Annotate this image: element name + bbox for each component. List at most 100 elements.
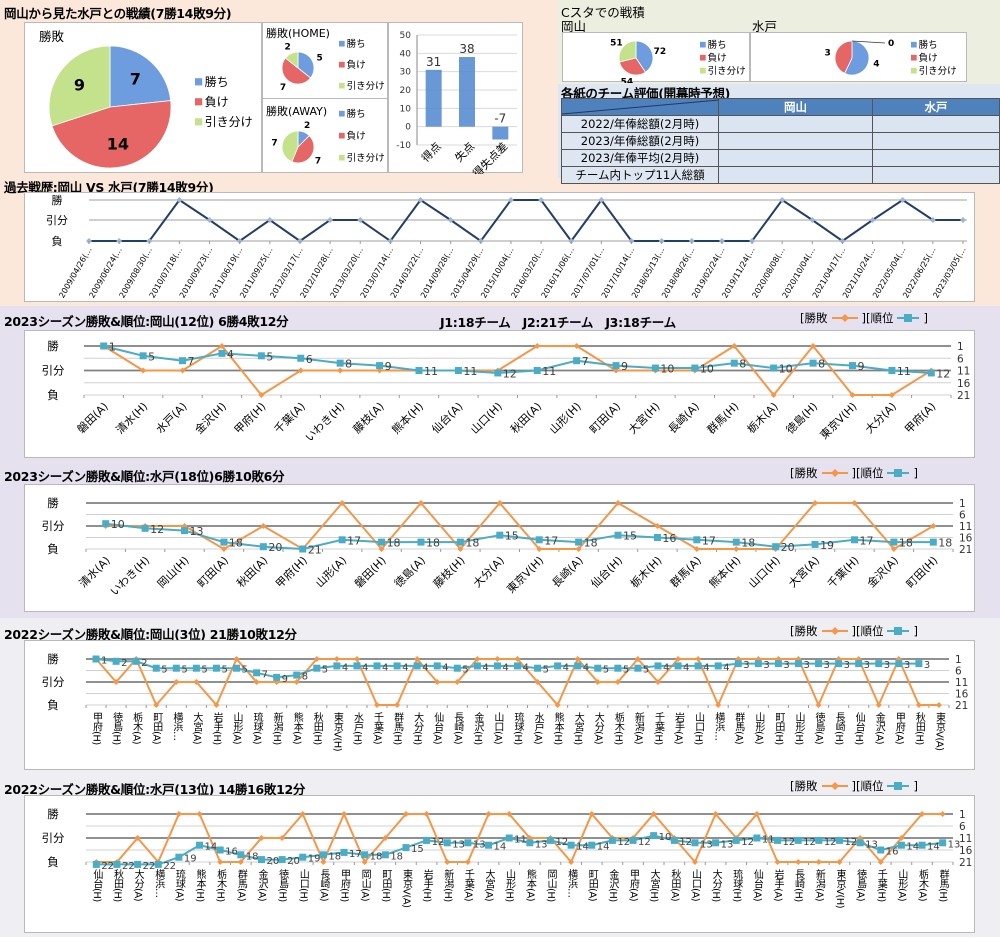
result-point	[573, 343, 580, 349]
rank-data-label: 4	[703, 662, 709, 673]
result-point	[153, 702, 160, 708]
result-point	[434, 679, 441, 685]
category-label: 千葉(H)	[652, 712, 664, 746]
rank-data-label: 5	[623, 665, 629, 676]
result-line-swatch-icon	[821, 627, 848, 635]
category-label: 新潟(H)	[442, 868, 454, 903]
evaluation-cell-okayama[interactable]	[718, 149, 873, 167]
cstadium-mito-pie: 4 3 0 勝ち 負け 引き分け	[750, 32, 967, 82]
result-point	[175, 811, 182, 817]
category-label: 町田(H)	[380, 869, 392, 902]
legend-swatch	[911, 41, 917, 48]
rank-data-label: 12	[617, 837, 630, 848]
rank-point	[939, 839, 947, 847]
rank-point	[218, 349, 226, 357]
category-label: 金沢(H)	[607, 868, 619, 903]
x-tick-label: 2019/02/24(…	[690, 246, 726, 300]
evaluation-cell-mito[interactable]	[872, 132, 1000, 150]
history-point	[899, 197, 906, 203]
rank-data-label: 3	[743, 660, 749, 671]
rank-point	[299, 853, 307, 861]
result-point	[691, 859, 698, 865]
result-point	[534, 679, 541, 685]
result-point	[575, 546, 582, 552]
rank-data-label: 3	[844, 660, 850, 671]
cstadium-okayama-label: 岡山	[561, 19, 587, 34]
result-point	[514, 656, 521, 662]
evaluation-cell-okayama[interactable]	[718, 132, 873, 150]
legend-close: ]	[913, 624, 918, 638]
category-label: 得失点差	[469, 139, 510, 174]
rank-axis-label: 6	[957, 353, 964, 365]
rank-point	[714, 662, 722, 670]
rank-data-label: 13	[865, 839, 878, 850]
rank-point	[443, 839, 451, 847]
x-tick-label: 2019/11/24(…	[720, 246, 756, 300]
category-label: 得点	[419, 140, 444, 165]
rank-point	[694, 662, 702, 670]
rank-point	[319, 851, 327, 859]
history-title: 過去戦歴:岡山 VS 水戸(7勝14敗9分)	[4, 180, 214, 195]
result-point	[253, 679, 260, 685]
result-point	[464, 859, 471, 865]
pie-data-label: 72	[654, 47, 667, 57]
category-label: 甲府(A)	[902, 399, 939, 436]
rank-point	[216, 846, 224, 854]
pie-slice	[281, 57, 312, 85]
category-label: 長崎(H)	[793, 869, 805, 903]
result-point	[654, 523, 661, 529]
rank-point	[473, 662, 481, 670]
home-pie-title: 勝敗(HOME)	[266, 27, 330, 40]
category-label: 町田(H)	[904, 554, 941, 591]
rank-point	[413, 662, 421, 670]
rank-axis-label: 16	[955, 689, 969, 701]
rank-point	[915, 660, 923, 668]
category-label: 山形(H)	[504, 869, 516, 903]
pie-data-label: 9	[74, 75, 85, 94]
evaluation-row-label: 2023/年俸総額(2月時)	[561, 132, 719, 150]
rank-data-label: 3	[904, 660, 910, 671]
rank-point	[653, 534, 661, 541]
evaluation-row: 2023/年俸平均(2月時)	[561, 149, 1000, 167]
evaluation-cell-mito[interactable]	[872, 166, 1000, 184]
rank-point	[794, 836, 802, 844]
result-point	[770, 392, 777, 398]
rank-data-label: 10	[659, 832, 672, 843]
history-point	[206, 217, 213, 223]
legend-label: 引き分け	[347, 153, 385, 164]
evaluation-cell-okayama[interactable]	[718, 166, 873, 184]
rank-point	[378, 538, 386, 546]
evaluation-cell-mito[interactable]	[872, 149, 1000, 167]
y-axis-label: 引分	[46, 213, 68, 227]
evaluation-cell-mito[interactable]	[872, 115, 1000, 133]
rank-point	[888, 367, 896, 374]
x-tick-label: 2015/04/29(…	[449, 246, 485, 300]
rank-data-label: 13	[452, 839, 465, 850]
rank-data-label: 15	[505, 530, 519, 543]
category-label: 甲府(H)	[272, 553, 309, 590]
rank-data-label: 14	[205, 842, 218, 853]
pie-slice	[618, 40, 637, 63]
x-tick-label: 2018/05/13(…	[630, 246, 666, 300]
result-point	[394, 702, 401, 708]
result-axis-label: 負	[47, 542, 59, 556]
result-point	[915, 702, 922, 708]
result-axis-label: 勝	[47, 652, 59, 666]
evaluation-header-row: 岡山 水戸	[561, 98, 1000, 116]
rank-point	[809, 359, 817, 367]
category-label: 失点	[452, 140, 477, 165]
result-point	[213, 702, 220, 708]
category-label: 山形(A)	[231, 712, 243, 745]
season-title-okayama-2022: 2022シーズン勝敗&順位:岡山(3位) 21勝10敗12分	[4, 627, 297, 642]
category-label: 大分(A)	[592, 711, 604, 745]
rank-point	[594, 664, 602, 672]
category-label: 長崎(A)	[665, 399, 702, 436]
history-point	[266, 217, 273, 223]
evaluation-row: チーム内トップ11人総額	[561, 166, 1000, 184]
result-point	[333, 656, 340, 662]
result-axis-label: 勝	[47, 496, 59, 510]
evaluation-cell-okayama[interactable]	[718, 115, 873, 133]
rank-data-label: 12	[555, 837, 568, 848]
rank-data-label: 17	[349, 849, 362, 860]
